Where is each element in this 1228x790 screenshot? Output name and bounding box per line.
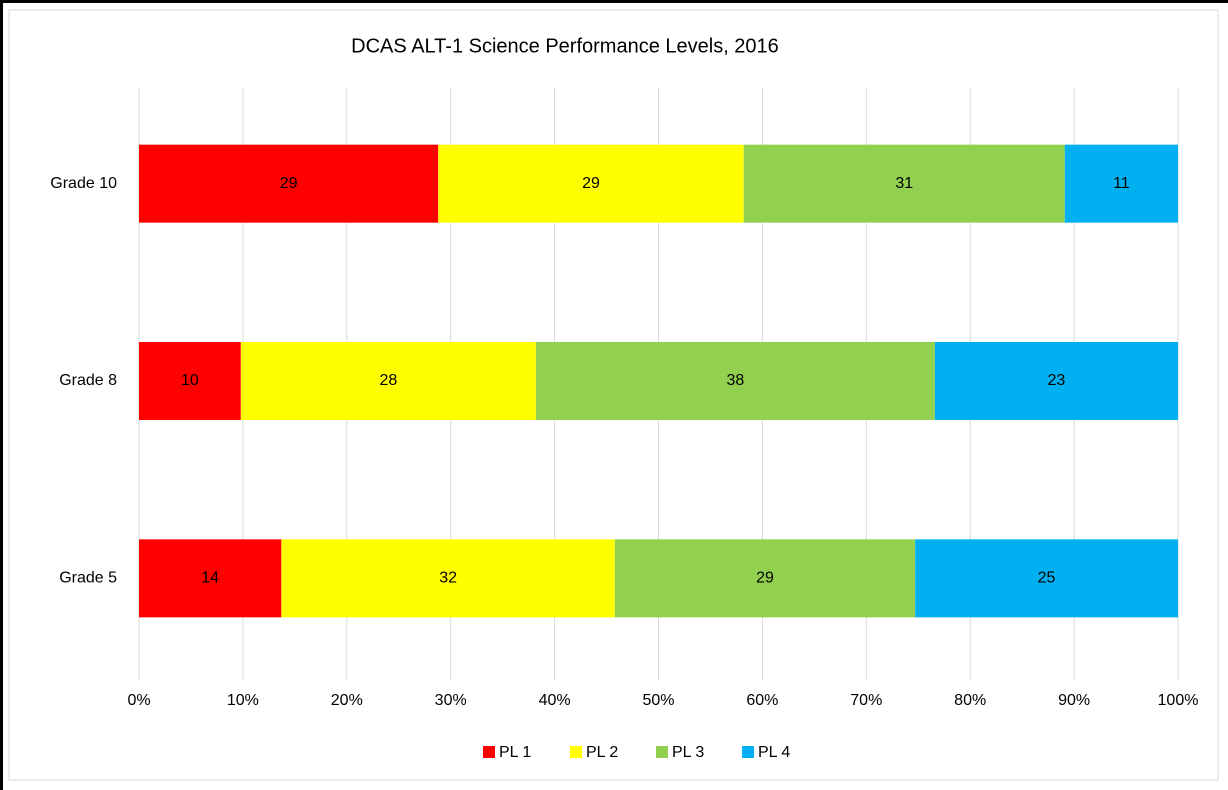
- x-tick-label: 10%: [227, 692, 259, 709]
- y-tick-label: Grade 8: [59, 372, 117, 389]
- data-label: 14: [201, 570, 219, 587]
- x-tick-label: 80%: [954, 692, 986, 709]
- data-label: 10: [181, 372, 199, 389]
- bar-segment: [934, 342, 1178, 420]
- x-tick-label: 100%: [1158, 692, 1199, 709]
- data-label: 29: [582, 175, 600, 192]
- data-label: 38: [726, 372, 744, 389]
- x-tick-label: 20%: [331, 692, 363, 709]
- legend-swatch: [483, 746, 495, 758]
- y-tick-label: Grade 10: [50, 175, 117, 192]
- bar-segment: [915, 539, 1178, 618]
- bar-segment: [139, 539, 282, 618]
- bar-segment: [139, 144, 439, 223]
- data-label: 32: [439, 570, 457, 587]
- legend-label: PL 3: [672, 744, 704, 761]
- bar-segment: [535, 342, 935, 420]
- bar-segment: [139, 342, 241, 420]
- data-label: 25: [1038, 570, 1056, 587]
- x-tick-label: 50%: [642, 692, 674, 709]
- data-label: 11: [1113, 175, 1130, 192]
- x-tick-label: 0%: [127, 692, 150, 709]
- bar-segment: [1064, 144, 1178, 223]
- x-tick-label: 60%: [746, 692, 778, 709]
- chart-border: [8, 9, 1219, 781]
- bar-segment: [281, 539, 615, 618]
- bar-segment: [743, 144, 1065, 223]
- legend-swatch: [656, 746, 668, 758]
- legend-label: PL 4: [758, 744, 790, 761]
- legend-label: PL 2: [586, 744, 618, 761]
- chart-title: DCAS ALT-1 Science Performance Levels, 2…: [351, 35, 779, 57]
- legend-swatch: [570, 746, 582, 758]
- legend-swatch: [742, 746, 754, 758]
- data-label: 29: [280, 175, 298, 192]
- y-tick-label: Grade 5: [59, 570, 117, 587]
- data-label: 29: [756, 570, 774, 587]
- legend-label: PL 1: [499, 744, 531, 761]
- x-tick-label: 30%: [435, 692, 467, 709]
- x-tick-label: 40%: [539, 692, 571, 709]
- bar-segment: [438, 144, 744, 223]
- data-label: 28: [379, 372, 397, 389]
- x-tick-label: 90%: [1058, 692, 1090, 709]
- data-label: 23: [1048, 372, 1066, 389]
- x-tick-label: 70%: [850, 692, 882, 709]
- bar-segment: [240, 342, 536, 420]
- data-label: 31: [895, 175, 913, 192]
- bar-segment: [614, 539, 916, 618]
